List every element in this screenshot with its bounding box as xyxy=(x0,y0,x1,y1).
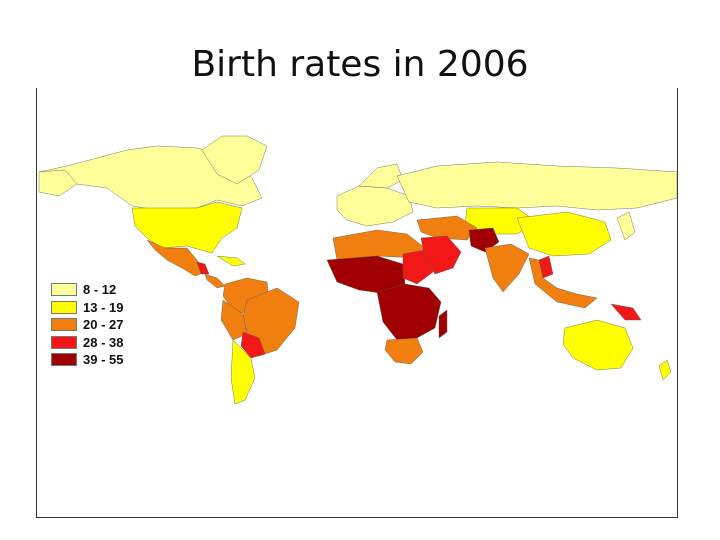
legend-item: 28 - 38 xyxy=(51,334,123,352)
legend-swatch xyxy=(51,318,77,332)
region-papua-new-guinea xyxy=(610,303,642,321)
legend-item: 39 - 55 xyxy=(51,351,123,369)
legend-label: 8 - 12 xyxy=(83,282,117,298)
region-southeast-asia xyxy=(528,257,598,309)
legend-label: 39 - 55 xyxy=(83,352,124,368)
region-india xyxy=(484,243,530,293)
region-bolivia-paraguay xyxy=(240,331,266,359)
map-frame: 8 - 12 13 - 19 20 - 27 28 - 38 39 - 55 xyxy=(36,88,678,518)
region-japan-korea xyxy=(616,211,636,241)
map-legend: 8 - 12 13 - 19 20 - 27 28 - 38 39 - 55 xyxy=(51,281,123,369)
region-guatemala xyxy=(196,261,210,275)
legend-label: 28 - 38 xyxy=(83,334,124,350)
legend-swatch xyxy=(51,283,77,297)
region-canada xyxy=(38,145,263,211)
region-europe xyxy=(336,185,414,227)
legend-swatch xyxy=(51,353,77,367)
legend-swatch xyxy=(51,335,77,349)
legend-item: 13 - 19 xyxy=(51,299,123,317)
map-title: Birth rates in 2006 xyxy=(191,44,529,85)
region-central-america xyxy=(204,273,226,289)
region-scandinavia xyxy=(358,163,404,189)
world-map xyxy=(38,135,678,405)
region-china xyxy=(516,211,612,257)
region-arabia xyxy=(420,235,462,275)
region-central-east-africa xyxy=(376,283,442,341)
region-turkey-iran xyxy=(416,215,478,241)
legend-label: 20 - 27 xyxy=(83,317,124,333)
region-usa xyxy=(131,201,243,254)
region-mexico xyxy=(146,239,206,277)
legend-swatch xyxy=(51,300,77,314)
legend-label: 13 - 19 xyxy=(83,299,124,315)
region-chile-argentina xyxy=(230,339,256,405)
legend-item: 20 - 27 xyxy=(51,316,123,334)
region-greenland xyxy=(201,135,268,185)
region-russia xyxy=(396,161,678,211)
region-caribbean xyxy=(216,255,246,267)
region-alaska xyxy=(38,169,78,197)
region-southern-africa xyxy=(384,337,424,365)
region-peru xyxy=(220,299,248,341)
legend-item: 8 - 12 xyxy=(51,281,123,299)
region-australia xyxy=(562,319,634,371)
region-new-zealand xyxy=(658,359,672,381)
region-madagascar xyxy=(438,309,448,339)
